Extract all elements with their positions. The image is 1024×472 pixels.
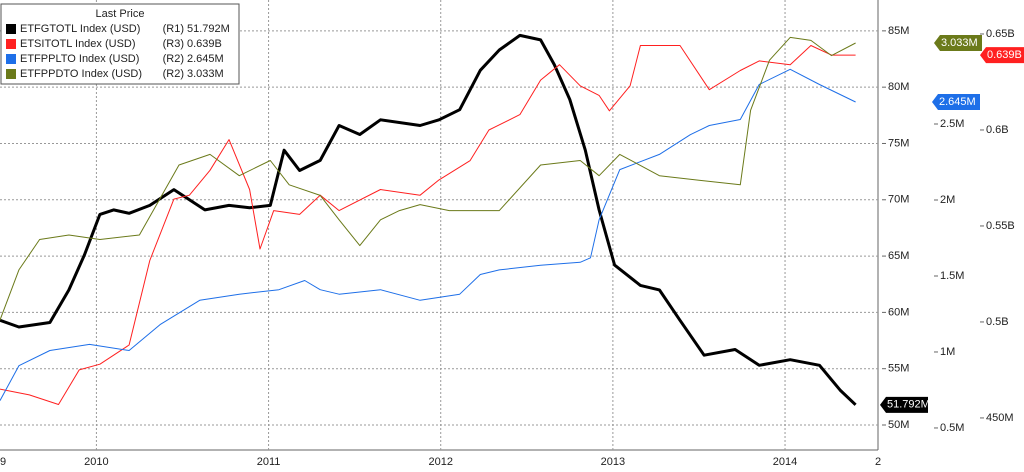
legend-value: 0.639B xyxy=(187,38,222,50)
value-flag-label: 3.033M xyxy=(941,37,978,49)
value-flag-label: 0.639B xyxy=(987,49,1022,61)
y-tick-label: 55M xyxy=(888,363,909,375)
series-line xyxy=(0,36,856,321)
legend-swatch xyxy=(6,24,16,34)
x-tick-label: 2010 xyxy=(84,456,108,468)
legend-value: 2.645M xyxy=(187,53,224,65)
y-tick-label: 50M xyxy=(888,419,909,431)
legend-box xyxy=(0,3,240,85)
y-tick-label: 75M xyxy=(888,137,909,149)
legend-axis: (R2) xyxy=(163,68,184,80)
legend-value: 51.792M xyxy=(187,23,230,35)
y-tick-label: 65M xyxy=(888,250,909,262)
y-tick-label: 0.5B xyxy=(986,316,1009,328)
legend: Last Price ETFGTOTL Index (USD) (R1) 51.792… xyxy=(0,3,240,85)
y-tick-label: 85M xyxy=(888,25,909,37)
y-tick-label: 1.5M xyxy=(940,270,964,282)
value-flag xyxy=(980,47,1024,64)
legend-label: ETFPPDTO Index (USD) xyxy=(20,68,142,80)
series-line xyxy=(0,33,857,406)
y-tick-label: 1M xyxy=(940,346,955,358)
y-tick-label: 2.5M xyxy=(940,118,964,130)
x-tick-label: 2 xyxy=(875,456,881,468)
value-flag-label: 2.645M xyxy=(939,96,976,108)
legend-axis: (R3) xyxy=(163,38,184,50)
y-tick-label: 80M xyxy=(888,81,909,93)
y-tick-label: 0.65B xyxy=(986,28,1015,40)
x-tick-label: 9 xyxy=(0,456,6,468)
value-flag xyxy=(934,35,982,52)
x-tick-label: 2014 xyxy=(773,456,797,468)
legend-swatch xyxy=(6,69,16,79)
value-flag-label: 51.792M xyxy=(887,399,930,411)
legend-axis: (R2) xyxy=(163,53,184,65)
y-tick-label: 450M xyxy=(986,412,1014,424)
y-tick-label: 70M xyxy=(888,194,909,206)
legend-label: ETSITOTL Index (USD) xyxy=(20,38,136,50)
y-tick-label: 2M xyxy=(940,194,955,206)
y-tick-label: 60M xyxy=(888,306,909,318)
x-tick-label: 2013 xyxy=(601,456,625,468)
legend-value: 3.033M xyxy=(187,68,224,80)
y-tick-label: 0.6B xyxy=(986,124,1009,136)
legend-swatch xyxy=(6,54,16,64)
series-line xyxy=(0,68,856,401)
legend-axis: (R1) xyxy=(163,23,184,35)
x-tick-label: 2011 xyxy=(257,456,281,468)
legend-label: ETFGTOTL Index (USD) xyxy=(20,23,140,35)
y-tick-label: 0.55B xyxy=(986,220,1015,232)
value-flag xyxy=(880,396,928,413)
series-line xyxy=(0,45,856,405)
y-tick-label: 0.5M xyxy=(940,422,964,434)
value-flag xyxy=(932,93,980,110)
legend-swatch xyxy=(6,39,16,49)
legend-label: ETFPPLTO Index (USD) xyxy=(20,53,139,65)
x-tick-label: 2012 xyxy=(428,456,452,468)
legend-title: Last Price xyxy=(96,8,145,20)
